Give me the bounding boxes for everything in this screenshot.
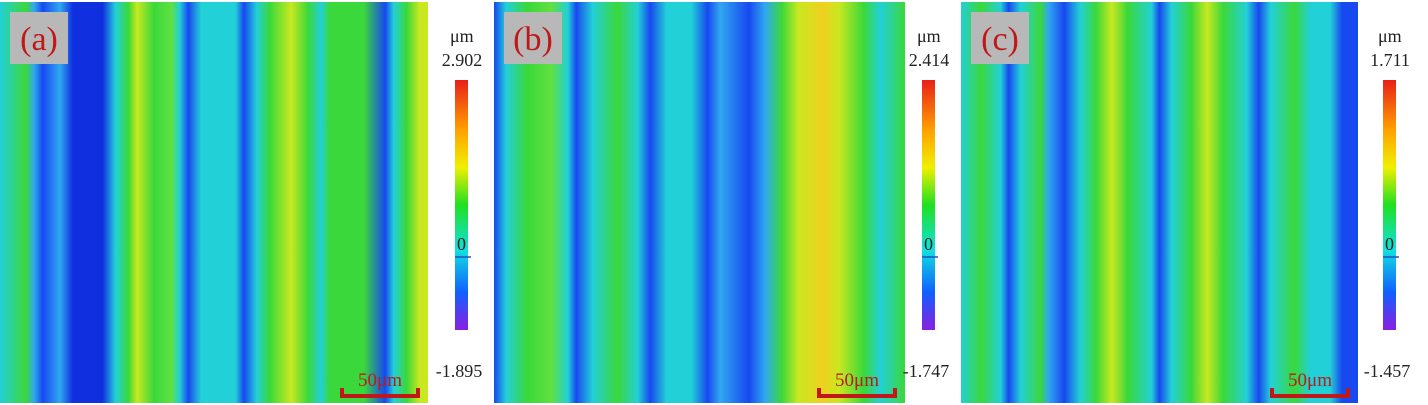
- max-label: 2.414: [909, 50, 950, 70]
- label-box: [971, 12, 1029, 64]
- panel-label: (c): [981, 21, 1019, 58]
- color-bar: [455, 80, 468, 330]
- unit-label: μm: [450, 26, 474, 46]
- scale-bar: [1270, 388, 1350, 398]
- scale-bar: [817, 388, 897, 398]
- label-box: [10, 12, 68, 64]
- panel: (c) 50μm μm 1.711 0 -1.457: [961, 2, 1410, 403]
- min-label: -1.457: [1364, 361, 1411, 381]
- scale-bar-label: 50μm: [358, 370, 402, 391]
- panel: (a) 50μm μm 2.902 0 -1.895: [0, 2, 482, 403]
- topography-image: [494, 2, 905, 403]
- panel-label: (a): [20, 21, 58, 58]
- unit-label: μm: [917, 26, 941, 46]
- label-box: [504, 12, 562, 64]
- max-label: 1.711: [1370, 50, 1410, 70]
- zero-label: 0: [1385, 234, 1394, 254]
- zero-label: 0: [924, 234, 933, 254]
- panel-label: (b): [513, 21, 553, 58]
- scale-bar-label: 50μm: [835, 370, 879, 391]
- topography-image: [961, 2, 1358, 403]
- max-label: 2.902: [442, 50, 483, 70]
- topography-image: [0, 2, 428, 403]
- min-label: -1.747: [903, 361, 950, 381]
- min-label: -1.895: [436, 361, 483, 381]
- scale-bar-label: 50μm: [1288, 370, 1332, 391]
- unit-label: μm: [1378, 26, 1402, 46]
- color-bar: [922, 80, 935, 330]
- color-bar: [1383, 80, 1396, 330]
- panel: (b) 50μm μm 2.414 0 -1.747: [494, 2, 949, 403]
- scale-bar: [340, 388, 420, 398]
- zero-label: 0: [457, 234, 466, 254]
